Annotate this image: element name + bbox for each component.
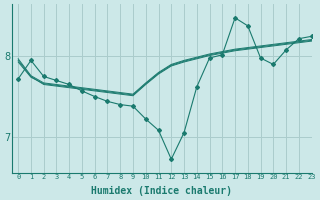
X-axis label: Humidex (Indice chaleur): Humidex (Indice chaleur) (91, 186, 232, 196)
